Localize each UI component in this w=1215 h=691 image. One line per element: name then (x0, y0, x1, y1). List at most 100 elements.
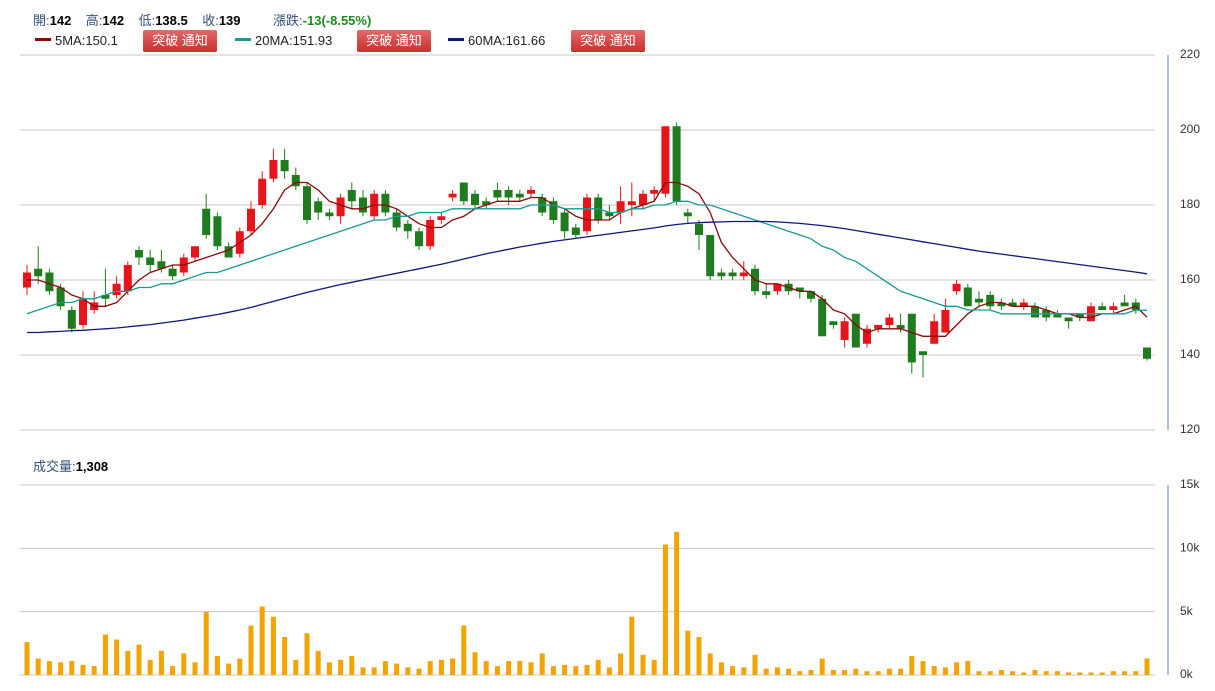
candle-body (706, 235, 715, 277)
candle-body (101, 295, 110, 299)
volume-bar (595, 659, 601, 675)
volume-bar (203, 611, 209, 675)
alert-button[interactable]: 突破 通知 (357, 30, 431, 52)
alert-button[interactable]: 突破 通知 (571, 30, 645, 52)
y-tick-label: 0k (1180, 667, 1194, 681)
volume-header: 成交量:1,308 (33, 456, 108, 475)
volume-bar (270, 616, 276, 675)
volume-bar (46, 661, 52, 675)
volume-bar (1066, 672, 1072, 675)
candle-body (415, 231, 423, 247)
volume-value: 1,308 (75, 459, 109, 474)
volume-bar (147, 659, 153, 675)
candle-body (168, 268, 177, 277)
volume-bar (808, 669, 814, 675)
candle-body (202, 208, 211, 235)
volume-bar (80, 664, 86, 675)
candle-body (1064, 317, 1073, 322)
volume-bar (752, 654, 758, 675)
candle-body (549, 201, 558, 220)
quote-header: 開:142 高:142 低:138.5 收:139 漲跌:-13(-8.55%) (33, 10, 371, 29)
volume-bar (763, 668, 769, 675)
volume-bar (192, 662, 198, 675)
candle-body (683, 212, 692, 217)
volume-bar (674, 531, 680, 675)
candle-body (851, 313, 860, 348)
candle-body (504, 190, 513, 198)
candle-body (56, 287, 65, 307)
legend-swatch (448, 38, 464, 41)
candle-body (1031, 306, 1039, 318)
volume-bar (248, 625, 254, 675)
low-label: 低: (138, 13, 156, 28)
volume-bar (226, 663, 232, 675)
candle-body (1120, 302, 1129, 307)
candle-body (1053, 313, 1062, 318)
candle-body (829, 321, 838, 325)
volume-bar (259, 606, 265, 675)
volume-bar (1144, 658, 1150, 675)
candle-body (661, 126, 670, 194)
candle-body (1075, 313, 1084, 318)
candle-body (650, 190, 659, 194)
volume-bar (394, 663, 400, 675)
candle-body (560, 212, 569, 232)
volume-bar (931, 666, 937, 675)
ma-line (27, 181, 1148, 337)
volume-bar (842, 669, 848, 675)
volume-bar (315, 650, 321, 675)
candle-body (471, 193, 479, 205)
volume-bar (685, 630, 691, 675)
candle-body (112, 283, 121, 295)
ma-line (27, 220, 1148, 334)
volume-bar (696, 637, 702, 675)
volume-bar (102, 634, 108, 675)
volume-bar (651, 659, 657, 675)
volume-bar (864, 671, 870, 675)
candle-body (639, 193, 647, 205)
candle-body (67, 310, 76, 329)
volume-bar (35, 658, 41, 675)
volume-bar (472, 652, 478, 675)
candle-body (347, 190, 356, 202)
open-value: 142 (49, 13, 72, 28)
high-value: 142 (102, 13, 125, 28)
legend-label: 20MA:151.93 (255, 33, 333, 48)
candle-body (437, 216, 446, 220)
alert-button[interactable]: 突破 通知 (143, 30, 217, 52)
candle-body (515, 193, 524, 198)
volume-bar (718, 662, 724, 675)
volume-bar (730, 666, 736, 675)
volume-bar (662, 544, 668, 675)
low-value: 138.5 (155, 13, 188, 28)
change-value: -13(-8.55%) (302, 13, 372, 28)
candle-body (571, 227, 580, 235)
candle-body (448, 193, 457, 198)
candle-body (997, 302, 1006, 307)
volume-bar (774, 667, 780, 675)
candle-body (291, 175, 300, 187)
volume-bar (382, 661, 388, 675)
candle-body (247, 208, 255, 232)
volume-bar (438, 659, 444, 675)
volume-bar (830, 669, 836, 675)
volume-bar (58, 662, 64, 675)
candle-body (1019, 302, 1028, 307)
volume-bar (136, 644, 142, 675)
candle-body (818, 298, 827, 337)
candle-body (269, 160, 278, 179)
candle-body (359, 197, 367, 213)
volume-bar (539, 653, 545, 675)
candle-body (863, 328, 871, 344)
candle-body (280, 160, 289, 172)
candle-body (191, 246, 199, 258)
candle-body (907, 313, 916, 363)
volume-bar (920, 661, 926, 675)
volume-bar (886, 668, 892, 675)
volume-bar (528, 662, 534, 675)
candle-body (672, 126, 681, 202)
volume-bar (360, 667, 366, 675)
candle-body (1109, 306, 1118, 310)
